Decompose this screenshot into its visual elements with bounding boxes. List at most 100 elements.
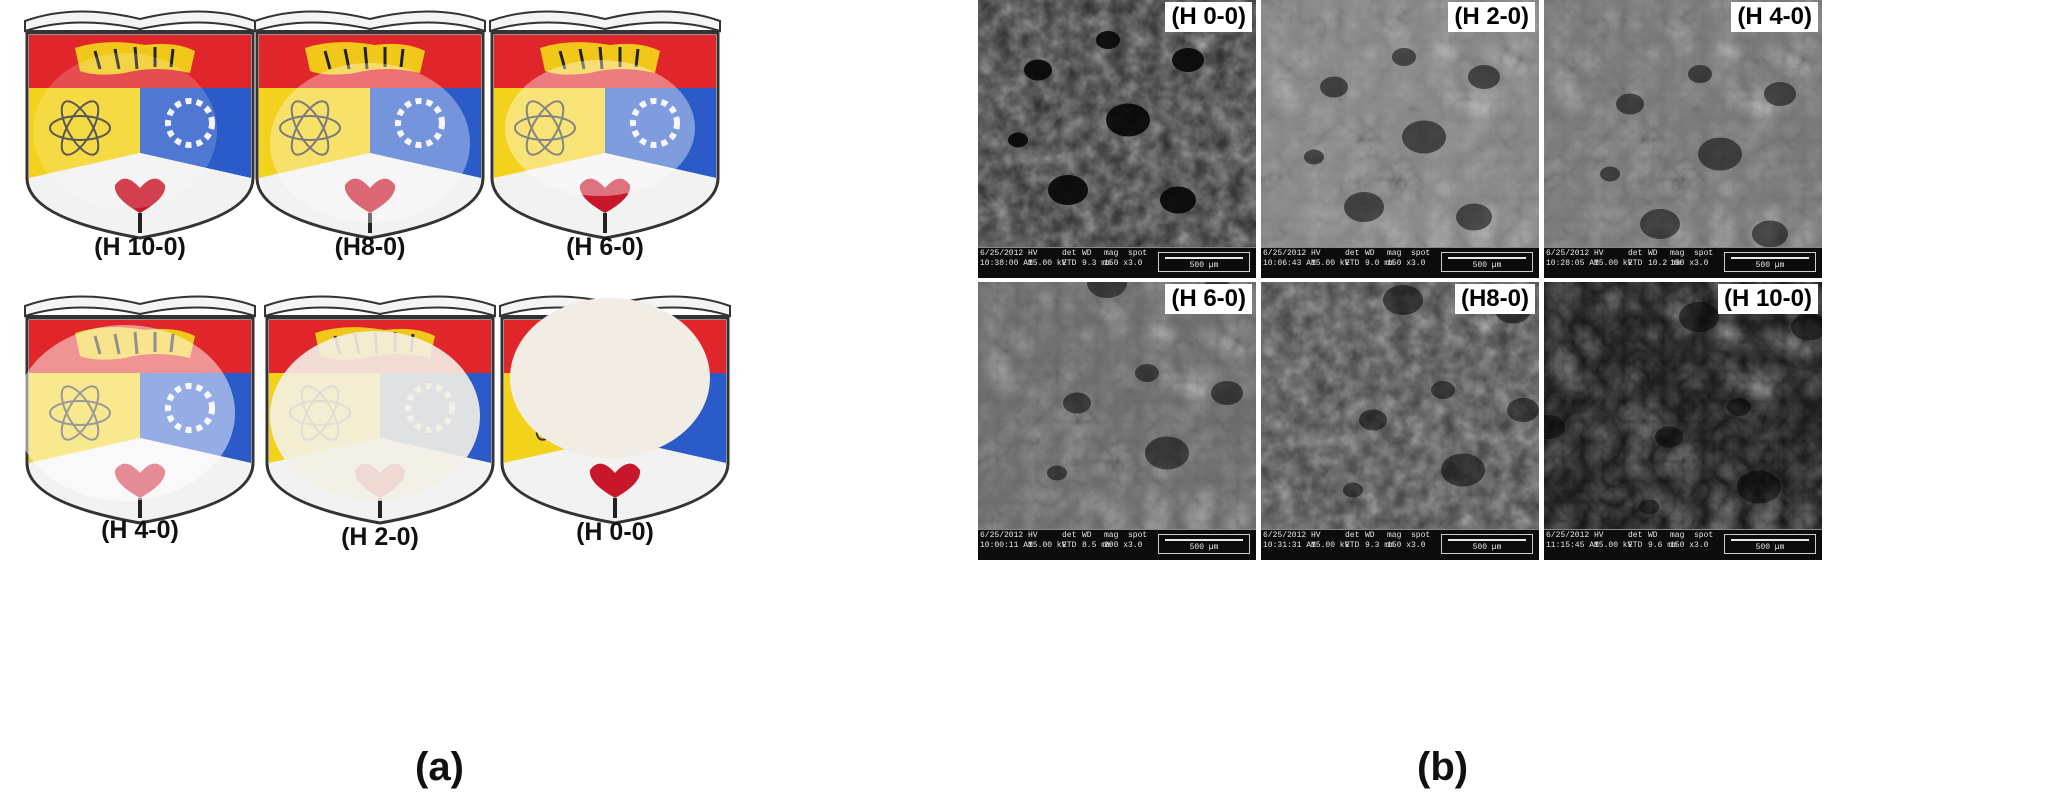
scale-bar-label: 500 µm	[1472, 543, 1502, 552]
crest-image	[470, 3, 740, 313]
pore	[1359, 409, 1387, 431]
pore	[1135, 364, 1159, 382]
crest-image	[15, 288, 275, 598]
sem-image: (H 2-0) 6/25/2012 10:06:43 AM HV 15.00 kV det…	[1261, 0, 1539, 278]
databar-field: mag 150 x	[1104, 249, 1129, 268]
scale-bar-label: 500 µm	[1189, 261, 1219, 270]
pore	[1441, 453, 1485, 487]
databar-field: spot 3.0	[1694, 531, 1714, 550]
pore	[1727, 398, 1751, 416]
sample-photo: (H 2-0)	[245, 288, 515, 598]
databar-field: spot 3.0	[1694, 249, 1714, 268]
pore	[1752, 220, 1788, 248]
scale-bar: 500 µm	[1158, 252, 1250, 272]
databar-field: WD 8.5 mm	[1082, 531, 1111, 550]
panel-a-photographs: (H 10-0) (H8-0) (H 6-0) (H 4-0) (H 2-0)	[0, 0, 940, 796]
databar-field: HV 15.00 kV	[1311, 531, 1350, 550]
sample-photo: (H 0-0)	[480, 288, 750, 598]
sample-label: (H8-0)	[334, 233, 406, 261]
pore	[1600, 166, 1620, 182]
databar-field: mag 150 x	[1670, 531, 1695, 550]
sem-databar: 6/25/2012 10:38:00 AM HV 15.00 kV det ETD WD 9.…	[978, 247, 1256, 278]
hydrogel-disc	[505, 60, 695, 196]
panel-letter: (a)	[415, 745, 464, 789]
sem-databar: 6/25/2012 10:06:43 AM HV 15.00 kV det ETD WD 9.…	[1261, 247, 1539, 278]
crest-image	[5, 3, 275, 313]
pore	[1616, 93, 1644, 115]
scale-bar-label: 500 µm	[1472, 261, 1502, 270]
sem-texture	[1261, 0, 1539, 278]
pore	[1639, 499, 1659, 515]
scale-bar: 500 µm	[1724, 534, 1816, 554]
pore	[1008, 132, 1028, 148]
hydrogel-disc	[270, 331, 480, 501]
databar-field: det ETD	[1062, 249, 1077, 268]
sem-texture	[978, 282, 1256, 560]
databar-field: HV 15.00 kV	[1028, 249, 1067, 268]
hydrogel-disc	[15, 325, 235, 501]
sem-databar: 6/25/2012 10:31:31 AM HV 15.00 kV det ETD WD 9.…	[1261, 529, 1539, 560]
pore	[1655, 426, 1683, 448]
sem-databar: 6/25/2012 10:00:11 AM HV 15.00 kV det ETD WD 8.…	[978, 529, 1256, 560]
sample-tag: (H8-0)	[1454, 284, 1535, 314]
sem-texture	[1261, 282, 1539, 560]
databar-field: det ETD	[1062, 531, 1077, 550]
databar-field: det ETD	[1345, 531, 1360, 550]
pore	[1392, 48, 1416, 66]
databar-field: mag 200 x	[1104, 531, 1129, 550]
pore	[1698, 137, 1742, 171]
sem-image: (H 6-0) 6/25/2012 10:00:11 AM HV 15.00 kV det…	[978, 282, 1256, 560]
pore	[1048, 175, 1088, 205]
databar-field: mag 150 x	[1670, 249, 1695, 268]
sem-image: (H8-0) 6/25/2012 10:31:31 AM HV 15.00 kV det E…	[1261, 282, 1539, 560]
scale-bar: 500 µm	[1158, 534, 1250, 554]
sample-label: (H 0-0)	[576, 518, 654, 546]
sample-label: (H 2-0)	[341, 523, 419, 551]
sample-label: (H 4-0)	[101, 516, 179, 544]
databar-field: 6/25/2012 11:15:45 AM	[1546, 531, 1599, 550]
pore	[1344, 192, 1384, 222]
sem-databar: 6/25/2012 10:28:05 AM HV 15.00 kV det ETD WD 10…	[1544, 247, 1822, 278]
sample-photo: (H 6-0)	[470, 3, 740, 313]
hydrogel-disc	[270, 63, 470, 223]
databar-field: 6/25/2012 10:28:05 AM	[1546, 249, 1599, 268]
pore	[1791, 313, 1822, 341]
pore	[1211, 381, 1243, 405]
pore	[1544, 415, 1565, 439]
databar-field: WD 9.3 mm	[1365, 531, 1394, 550]
pore	[1688, 65, 1712, 83]
pore	[1679, 302, 1719, 332]
hydrogel-disc	[510, 298, 710, 458]
databar-field: mag 150 x	[1387, 531, 1412, 550]
pore	[1063, 392, 1091, 414]
databar-field: det ETD	[1345, 249, 1360, 268]
databar-field: HV 15.00 kV	[1311, 249, 1350, 268]
pore	[1737, 470, 1781, 504]
sem-texture	[1544, 282, 1822, 560]
databar-field: WD 9.0 mm	[1365, 249, 1394, 268]
pore	[1160, 186, 1196, 214]
panel-letter: (b)	[1417, 745, 1469, 789]
sample-tag: (H 4-0)	[1731, 2, 1818, 32]
pore	[1764, 82, 1796, 106]
scale-bar: 500 µm	[1441, 252, 1533, 272]
sem-texture	[1544, 0, 1822, 278]
crest-image	[235, 3, 505, 313]
pore	[1383, 285, 1423, 315]
sem-image: (H 0-0) 6/25/2012 10:38:00 AM HV 15.00 kV det…	[978, 0, 1256, 278]
pore	[1402, 120, 1446, 154]
databar-field: 6/25/2012 10:31:31 AM	[1263, 531, 1316, 550]
databar-field: mag 150 x	[1387, 249, 1412, 268]
databar-field: 6/25/2012 10:06:43 AM	[1263, 249, 1316, 268]
sem-image: (H 4-0) 6/25/2012 10:28:05 AM HV 15.00 kV det…	[1544, 0, 1822, 278]
databar-field: 6/25/2012 10:00:11 AM	[980, 531, 1033, 550]
panel-b-sem-micrographs: (H 0-0) 6/25/2012 10:38:00 AM HV 15.00 kV det…	[935, 0, 2054, 796]
databar-field: HV 15.00 kV	[1594, 249, 1633, 268]
pore	[1106, 103, 1150, 137]
databar-field: HV 15.00 kV	[1028, 531, 1067, 550]
sample-label: (H 10-0)	[94, 233, 186, 261]
pore	[1468, 65, 1500, 89]
databar-field: WD 10.2 mm	[1648, 249, 1682, 268]
databar-field: WD 9.6 mm	[1648, 531, 1677, 550]
sample-photo: (H 4-0)	[5, 288, 275, 598]
